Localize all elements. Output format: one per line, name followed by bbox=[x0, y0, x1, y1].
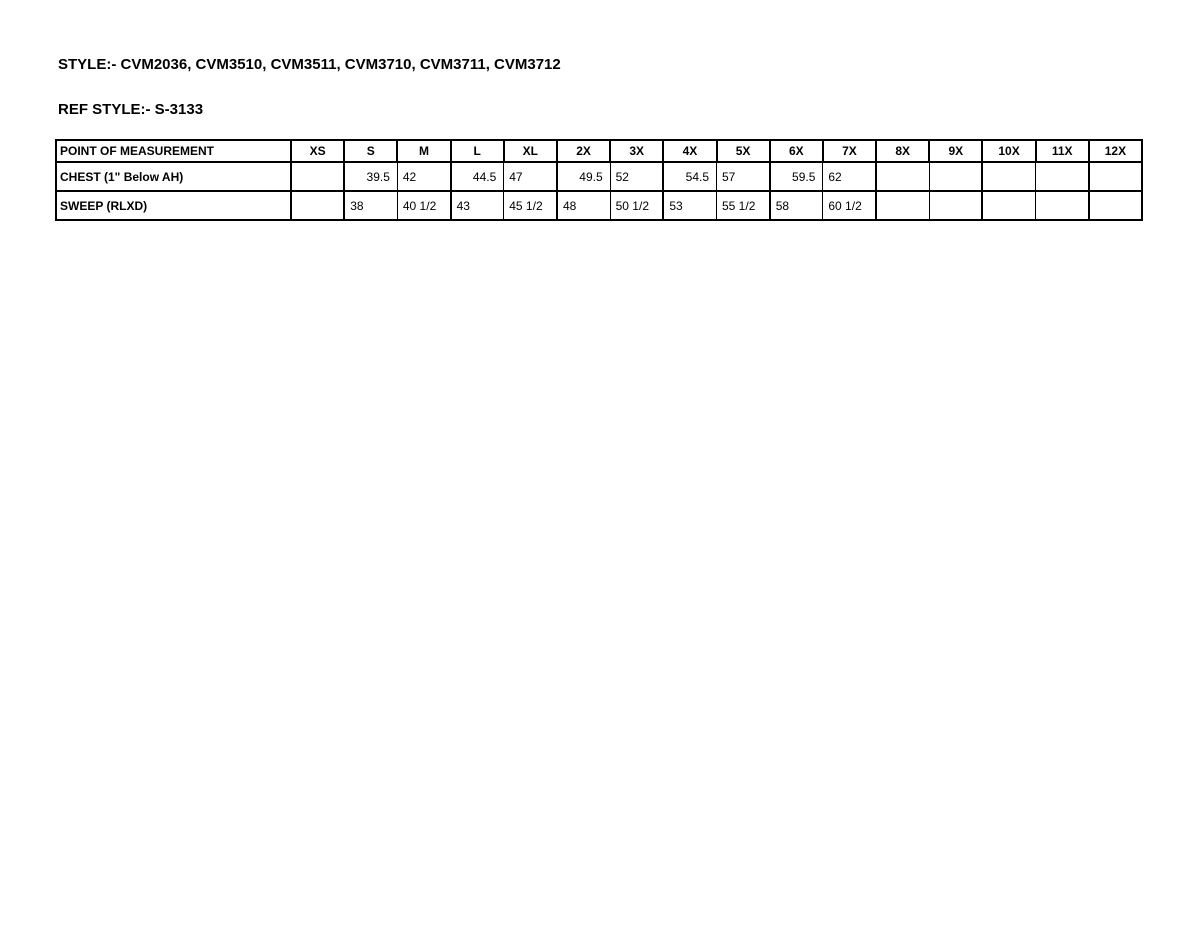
measurement-cell bbox=[1035, 190, 1090, 221]
column-header-10x: 10X bbox=[981, 139, 1037, 163]
measurement-cell: 60 1/2 bbox=[822, 190, 877, 221]
column-header-11x: 11X bbox=[1034, 139, 1090, 163]
measurement-cell: 59.5 bbox=[768, 161, 824, 192]
measurement-cell: 39.5 bbox=[343, 161, 398, 192]
measurement-cell: 43 bbox=[449, 190, 505, 221]
table-body: CHEST (1" Below AH) 39.5 42 44.5 47 49.5 52 54.… bbox=[55, 161, 1143, 221]
table-row: CHEST (1" Below AH) 39.5 42 44.5 47 49.5 52 54.… bbox=[55, 161, 1143, 192]
column-header-xl: XL bbox=[502, 139, 558, 163]
measurement-cell: 44.5 bbox=[449, 161, 505, 192]
measurement-cell bbox=[1035, 161, 1090, 192]
column-header-xs: XS bbox=[289, 139, 346, 163]
column-header-m: M bbox=[396, 139, 452, 163]
style-heading: STYLE:- CVM2036, CVM3510, CVM3511, CVM37… bbox=[58, 56, 561, 73]
measurement-cell bbox=[875, 161, 930, 192]
measurement-cell bbox=[1087, 161, 1143, 192]
column-header-12x: 12X bbox=[1087, 139, 1144, 163]
measurement-cell: 45 1/2 bbox=[503, 190, 558, 221]
measurement-cell: 38 bbox=[343, 190, 398, 221]
measurement-cell: 42 bbox=[396, 161, 452, 192]
measurement-cell: 40 1/2 bbox=[396, 190, 452, 221]
measurement-cell bbox=[981, 161, 1037, 192]
measurement-cell bbox=[928, 190, 983, 221]
column-header-7x: 7X bbox=[821, 139, 878, 163]
measurement-cell: 52 bbox=[609, 161, 664, 192]
column-header-3x: 3X bbox=[609, 139, 665, 163]
column-header-s: S bbox=[343, 139, 399, 163]
measurement-table: POINT OF MEASUREMENT XS S M L XL 2X 3X 4X 5X 6X 7X 8… bbox=[55, 139, 1144, 221]
measurement-cell bbox=[289, 190, 345, 221]
measurement-cell: 58 bbox=[768, 190, 824, 221]
measurement-cell: 53 bbox=[662, 190, 718, 221]
table-row: SWEEP (RLXD) 38 40 1/2 43 45 1/2 48 50 1/2 53 55… bbox=[55, 190, 1143, 221]
measurement-cell bbox=[1087, 190, 1143, 221]
measurement-cell bbox=[875, 190, 930, 221]
measurement-cell: 47 bbox=[503, 161, 558, 192]
measurement-cell: 48 bbox=[555, 190, 611, 221]
header-row: POINT OF MEASUREMENT XS S M L XL 2X 3X 4X 5X 6X 7X 8… bbox=[55, 139, 1144, 163]
column-header-2x: 2X bbox=[555, 139, 612, 163]
column-header-4x: 4X bbox=[662, 139, 718, 163]
column-header-6x: 6X bbox=[768, 139, 824, 163]
column-header-point-of-measurement: POINT OF MEASUREMENT bbox=[55, 139, 292, 163]
measurement-cell bbox=[981, 190, 1037, 221]
column-header-5x: 5X bbox=[715, 139, 771, 163]
row-label: SWEEP (RLXD) bbox=[55, 190, 292, 221]
measurement-cell: 57 bbox=[715, 161, 771, 192]
ref-style-heading: REF STYLE:- S-3133 bbox=[58, 101, 204, 118]
row-label: CHEST (1" Below AH) bbox=[55, 161, 292, 192]
measurement-cell: 54.5 bbox=[662, 161, 718, 192]
column-header-9x: 9X bbox=[928, 139, 984, 163]
measurement-cell bbox=[928, 161, 983, 192]
measurement-cell: 49.5 bbox=[555, 161, 611, 192]
column-header-l: L bbox=[449, 139, 505, 163]
measurement-cell: 55 1/2 bbox=[715, 190, 771, 221]
measurement-cell: 50 1/2 bbox=[609, 190, 664, 221]
measurement-cell: 62 bbox=[822, 161, 877, 192]
column-header-8x: 8X bbox=[875, 139, 931, 163]
measurement-cell bbox=[289, 161, 345, 192]
